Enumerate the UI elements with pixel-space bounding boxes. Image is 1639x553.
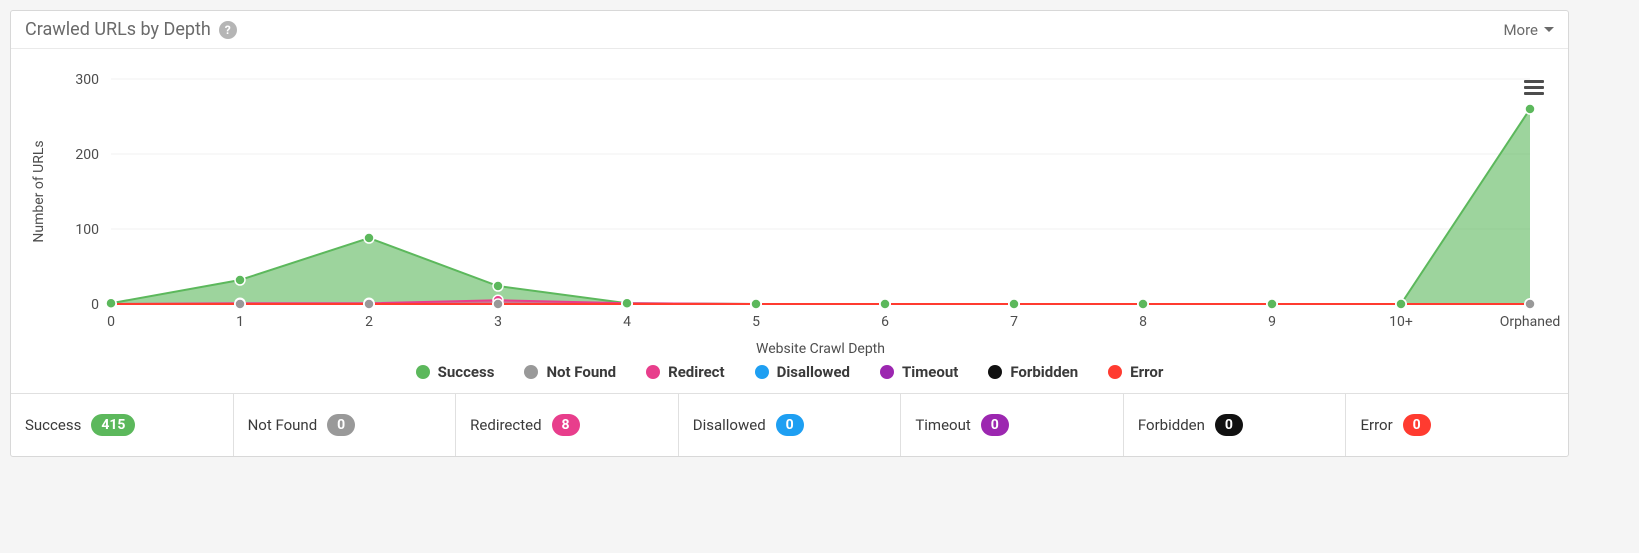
summary-label: Redirected [470, 416, 541, 434]
summary-cell[interactable]: Timeout 0 [901, 394, 1124, 456]
summary-badge: 415 [91, 414, 135, 436]
summary-badge: 0 [776, 414, 804, 436]
legend-dot-icon [988, 365, 1002, 379]
panel-title-wrap: Crawled URLs by Depth ? [25, 19, 237, 40]
svg-text:0: 0 [91, 297, 99, 313]
legend-item[interactable]: Success [416, 363, 495, 381]
legend-dot-icon [1108, 365, 1122, 379]
summary-label: Disallowed [693, 416, 766, 434]
crawled-urls-panel: Crawled URLs by Depth ? More 01002003000… [10, 10, 1569, 457]
svg-text:100: 100 [75, 222, 99, 238]
svg-text:Orphaned: Orphaned [1500, 314, 1560, 330]
svg-text:9: 9 [1268, 314, 1276, 330]
legend-label: Disallowed [777, 363, 850, 381]
summary-label: Error [1360, 416, 1392, 434]
summary-label: Forbidden [1138, 416, 1205, 434]
legend-item[interactable]: Redirect [646, 363, 724, 381]
legend-item[interactable]: Forbidden [988, 363, 1078, 381]
legend-label: Forbidden [1010, 363, 1078, 381]
legend-label: Error [1130, 363, 1163, 381]
svg-text:6: 6 [881, 314, 889, 330]
svg-text:0: 0 [107, 314, 115, 330]
legend-label: Timeout [902, 363, 958, 381]
chart-menu-icon[interactable] [1524, 77, 1544, 98]
svg-text:200: 200 [75, 147, 99, 163]
panel-header: Crawled URLs by Depth ? More [11, 11, 1568, 49]
summary-badge: 0 [1215, 414, 1243, 436]
chevron-down-icon [1544, 27, 1554, 32]
summary-badge: 0 [327, 414, 355, 436]
summary-badge: 8 [552, 414, 580, 436]
summary-badge: 0 [981, 414, 1009, 436]
legend-label: Redirect [668, 363, 724, 381]
svg-text:Number of URLs: Number of URLs [31, 140, 47, 242]
help-icon[interactable]: ? [219, 21, 237, 39]
summary-cell[interactable]: Success 415 [11, 394, 234, 456]
svg-text:2: 2 [365, 314, 373, 330]
more-label: More [1503, 21, 1538, 39]
legend-item[interactable]: Error [1108, 363, 1163, 381]
legend-dot-icon [416, 365, 430, 379]
svg-text:1: 1 [236, 314, 244, 330]
summary-cell[interactable]: Forbidden 0 [1124, 394, 1347, 456]
legend-label: Success [438, 363, 495, 381]
svg-text:7: 7 [1010, 314, 1018, 330]
summary-cell[interactable]: Disallowed 0 [679, 394, 902, 456]
legend-item[interactable]: Not Found [524, 363, 616, 381]
svg-text:10+: 10+ [1389, 314, 1413, 330]
legend-dot-icon [755, 365, 769, 379]
svg-text:3: 3 [494, 314, 502, 330]
legend-dot-icon [646, 365, 660, 379]
chart-legend: Success Not Found Redirect Disallowed Timeou… [21, 359, 1558, 393]
summary-cell[interactable]: Error 0 [1346, 394, 1568, 456]
legend-dot-icon [880, 365, 894, 379]
summary-row: Success 415 Not Found 0 Redirected 8 Disallowe… [11, 393, 1568, 456]
summary-label: Timeout [915, 416, 970, 434]
chart-area: 0 100 200 300 0 1 2 3 4 5 6 7 8 9 10+ Orphaned Website C… [11, 49, 1568, 393]
depth-chart: 0 100 200 300 0 1 2 3 4 5 6 7 8 9 10+ Orphaned Website C… [21, 59, 1560, 359]
summary-badge: 0 [1403, 414, 1431, 436]
svg-text:5: 5 [752, 314, 760, 330]
more-menu[interactable]: More [1503, 21, 1554, 39]
svg-text:8: 8 [1139, 314, 1147, 330]
legend-label: Not Found [546, 363, 616, 381]
summary-label: Success [25, 416, 81, 434]
panel-title: Crawled URLs by Depth [25, 19, 211, 40]
summary-label: Not Found [248, 416, 318, 434]
legend-dot-icon [524, 365, 538, 379]
svg-text:Website Crawl Depth: Website Crawl Depth [756, 341, 885, 357]
summary-cell[interactable]: Not Found 0 [234, 394, 457, 456]
legend-item[interactable]: Disallowed [755, 363, 850, 381]
svg-text:4: 4 [623, 314, 631, 330]
svg-text:300: 300 [75, 72, 99, 88]
summary-cell[interactable]: Redirected 8 [456, 394, 679, 456]
legend-item[interactable]: Timeout [880, 363, 958, 381]
